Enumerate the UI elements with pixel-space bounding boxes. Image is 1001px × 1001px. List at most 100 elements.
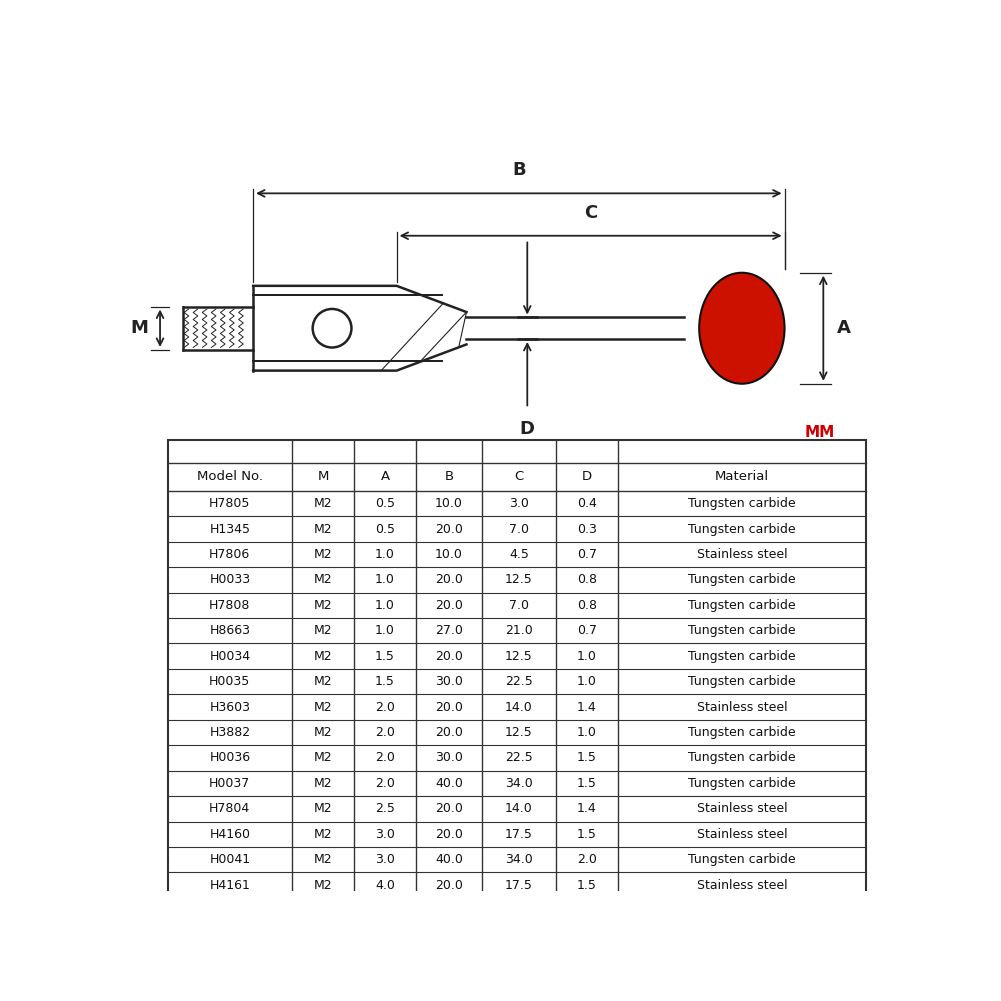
Text: 3.0: 3.0 xyxy=(509,497,529,511)
Text: 30.0: 30.0 xyxy=(435,752,462,765)
Text: 7.0: 7.0 xyxy=(509,523,529,536)
Text: 3.0: 3.0 xyxy=(375,853,395,866)
Text: 27.0: 27.0 xyxy=(435,625,462,638)
Text: M2: M2 xyxy=(313,625,332,638)
Text: M2: M2 xyxy=(313,752,332,765)
Text: 1.0: 1.0 xyxy=(577,675,597,688)
Text: 1.5: 1.5 xyxy=(577,828,597,841)
Text: 4.0: 4.0 xyxy=(375,879,395,892)
Text: 40.0: 40.0 xyxy=(435,853,462,866)
Text: A: A xyxy=(380,470,389,483)
Text: 14.0: 14.0 xyxy=(505,701,533,714)
Text: 1.5: 1.5 xyxy=(375,675,395,688)
Text: 34.0: 34.0 xyxy=(505,777,533,790)
Text: 1.5: 1.5 xyxy=(577,879,597,892)
Text: 34.0: 34.0 xyxy=(505,853,533,866)
Text: Tungsten carbide: Tungsten carbide xyxy=(688,777,796,790)
Text: H1345: H1345 xyxy=(209,523,250,536)
Text: 17.5: 17.5 xyxy=(505,828,533,841)
Text: 1.0: 1.0 xyxy=(577,650,597,663)
Text: Tungsten carbide: Tungsten carbide xyxy=(688,497,796,511)
Text: M2: M2 xyxy=(313,879,332,892)
Text: 1.0: 1.0 xyxy=(375,599,395,612)
Text: H8663: H8663 xyxy=(209,625,250,638)
Text: H0034: H0034 xyxy=(209,650,250,663)
Text: 14.0: 14.0 xyxy=(505,803,533,815)
Text: 22.5: 22.5 xyxy=(505,752,533,765)
Text: 21.0: 21.0 xyxy=(505,625,533,638)
Text: 20.0: 20.0 xyxy=(435,726,462,739)
Text: 20.0: 20.0 xyxy=(435,828,462,841)
Text: 10.0: 10.0 xyxy=(435,548,462,561)
Text: M2: M2 xyxy=(313,828,332,841)
Text: 1.0: 1.0 xyxy=(375,548,395,561)
Text: D: D xyxy=(582,470,592,483)
Text: Tungsten carbide: Tungsten carbide xyxy=(688,523,796,536)
Text: 4.5: 4.5 xyxy=(509,548,529,561)
Text: Tungsten carbide: Tungsten carbide xyxy=(688,853,796,866)
Text: 3.0: 3.0 xyxy=(375,828,395,841)
Text: Stainless steel: Stainless steel xyxy=(697,701,787,714)
Text: M2: M2 xyxy=(313,548,332,561)
Text: M2: M2 xyxy=(313,497,332,511)
Text: M: M xyxy=(317,470,328,483)
Text: 1.0: 1.0 xyxy=(577,726,597,739)
Text: M2: M2 xyxy=(313,523,332,536)
Text: 2.0: 2.0 xyxy=(375,752,395,765)
Text: 10.0: 10.0 xyxy=(435,497,462,511)
Text: 0.7: 0.7 xyxy=(577,625,597,638)
Text: C: C xyxy=(584,204,598,222)
Text: H7808: H7808 xyxy=(209,599,250,612)
Text: M2: M2 xyxy=(313,726,332,739)
Text: 0.3: 0.3 xyxy=(577,523,597,536)
Text: Tungsten carbide: Tungsten carbide xyxy=(688,625,796,638)
Text: 0.7: 0.7 xyxy=(577,548,597,561)
Text: 20.0: 20.0 xyxy=(435,599,462,612)
Text: H0033: H0033 xyxy=(209,574,250,587)
Text: 0.5: 0.5 xyxy=(375,497,395,511)
Text: 2.0: 2.0 xyxy=(375,726,395,739)
Text: 0.4: 0.4 xyxy=(577,497,597,511)
Text: 1.5: 1.5 xyxy=(577,752,597,765)
Text: 7.0: 7.0 xyxy=(509,599,529,612)
Text: H0037: H0037 xyxy=(209,777,250,790)
Text: 20.0: 20.0 xyxy=(435,701,462,714)
Text: H0036: H0036 xyxy=(209,752,250,765)
Text: M2: M2 xyxy=(313,803,332,815)
Text: H0041: H0041 xyxy=(209,853,250,866)
Text: 17.5: 17.5 xyxy=(505,879,533,892)
Text: MM: MM xyxy=(805,424,835,439)
Text: H0035: H0035 xyxy=(209,675,250,688)
Text: 0.8: 0.8 xyxy=(577,599,597,612)
Text: C: C xyxy=(515,470,524,483)
Text: 12.5: 12.5 xyxy=(505,726,533,739)
Text: 20.0: 20.0 xyxy=(435,879,462,892)
Text: D: D xyxy=(520,420,535,438)
Text: 1.5: 1.5 xyxy=(577,777,597,790)
Text: H7805: H7805 xyxy=(209,497,250,511)
Text: 20.0: 20.0 xyxy=(435,650,462,663)
Text: 2.0: 2.0 xyxy=(375,701,395,714)
Text: Stainless steel: Stainless steel xyxy=(697,803,787,815)
FancyBboxPatch shape xyxy=(168,440,866,899)
Text: Stainless steel: Stainless steel xyxy=(697,828,787,841)
Text: M2: M2 xyxy=(313,777,332,790)
Ellipse shape xyxy=(699,272,785,383)
Text: 20.0: 20.0 xyxy=(435,523,462,536)
Text: 20.0: 20.0 xyxy=(435,574,462,587)
Text: 2.5: 2.5 xyxy=(375,803,395,815)
Text: 12.5: 12.5 xyxy=(505,650,533,663)
Text: H4160: H4160 xyxy=(209,828,250,841)
Text: M2: M2 xyxy=(313,574,332,587)
Text: 2.0: 2.0 xyxy=(375,777,395,790)
Text: Tungsten carbide: Tungsten carbide xyxy=(688,675,796,688)
Text: M2: M2 xyxy=(313,599,332,612)
Text: Tungsten carbide: Tungsten carbide xyxy=(688,752,796,765)
Text: A: A xyxy=(837,319,851,337)
Text: Stainless steel: Stainless steel xyxy=(697,879,787,892)
Text: H7806: H7806 xyxy=(209,548,250,561)
Text: 0.8: 0.8 xyxy=(577,574,597,587)
Text: 1.0: 1.0 xyxy=(375,625,395,638)
Text: 22.5: 22.5 xyxy=(505,675,533,688)
Text: 1.5: 1.5 xyxy=(375,650,395,663)
